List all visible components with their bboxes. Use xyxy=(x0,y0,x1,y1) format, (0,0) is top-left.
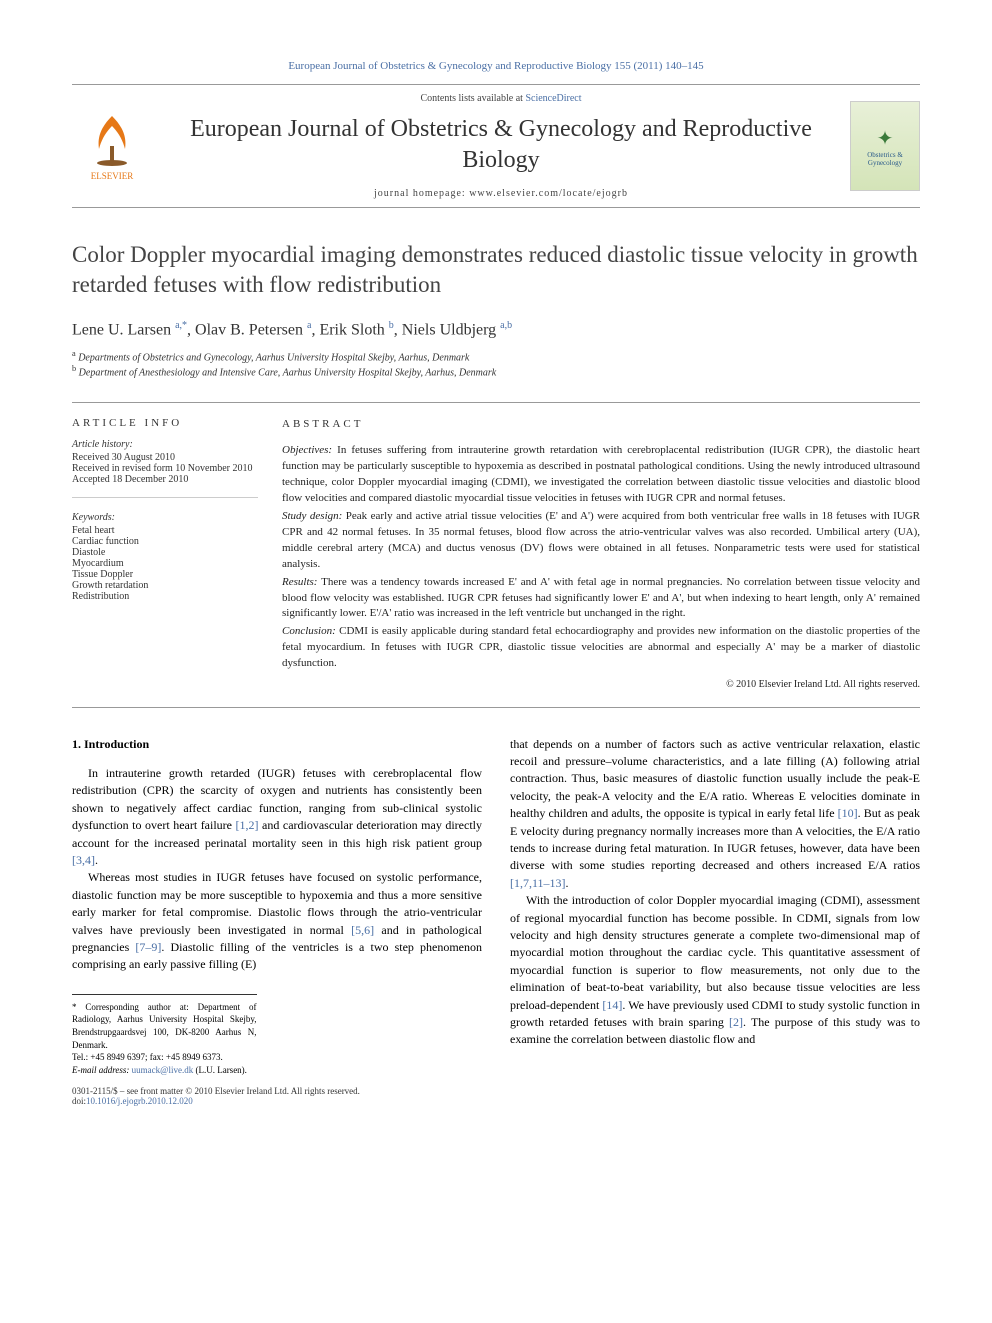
design-label: Study design: xyxy=(282,510,342,522)
affiliation-line: b Department of Anesthesiology and Inten… xyxy=(72,364,920,378)
journal-name: European Journal of Obstetrics & Gynecol… xyxy=(152,114,850,176)
article-info-sidebar: ARTICLE INFO Article history: Received 3… xyxy=(72,417,282,693)
objectives-label: Objectives: xyxy=(282,444,332,456)
keyword-line: Tissue Doppler xyxy=(72,569,258,580)
history-label: Article history: xyxy=(72,439,258,450)
abstract-heading: ABSTRACT xyxy=(282,417,920,433)
history-line: Received 30 August 2010 xyxy=(72,452,258,463)
elsevier-tree-icon xyxy=(87,111,137,171)
keyword-line: Cardiac function xyxy=(72,536,258,547)
body-paragraph: With the introduction of color Doppler m… xyxy=(510,892,920,1049)
conclusion-label: Conclusion: xyxy=(282,625,336,637)
journal-citation: European Journal of Obstetrics & Gynecol… xyxy=(72,60,920,72)
keywords-label: Keywords: xyxy=(72,512,258,523)
results-label: Results: xyxy=(282,576,317,588)
history-line: Received in revised form 10 November 201… xyxy=(72,463,258,474)
affiliation-line: a Departments of Obstetrics and Gynecolo… xyxy=(72,349,920,363)
elsevier-logo: ELSEVIER xyxy=(72,101,152,191)
affiliations: a Departments of Obstetrics and Gynecolo… xyxy=(72,349,920,378)
column-right: that depends on a number of factors such… xyxy=(510,736,920,1077)
doi-link[interactable]: 10.1016/j.ejogrb.2010.12.020 xyxy=(86,1096,193,1106)
keyword-line: Fetal heart xyxy=(72,525,258,536)
article-info-heading: ARTICLE INFO xyxy=(72,417,258,429)
journal-header-box: ELSEVIER Contents lists available at Sci… xyxy=(72,84,920,208)
body-paragraph: Whereas most studies in IUGR fetuses hav… xyxy=(72,869,482,973)
keyword-line: Growth retardation xyxy=(72,580,258,591)
history-line: Accepted 18 December 2010 xyxy=(72,474,258,485)
article-title: Color Doppler myocardial imaging demonst… xyxy=(72,240,920,300)
design-text: Peak early and active atrial tissue velo… xyxy=(282,510,920,570)
journal-cover-thumbnail: ✦ Obstetrics & Gynecology xyxy=(850,101,920,191)
journal-homepage: journal homepage: www.elsevier.com/locat… xyxy=(152,188,850,199)
objectives-text: In fetuses suffering from intrauterine g… xyxy=(282,444,920,504)
contents-available: Contents lists available at ScienceDirec… xyxy=(152,93,850,104)
sciencedirect-link[interactable]: ScienceDirect xyxy=(525,93,581,104)
conclusion-text: CDMI is easily applicable during standar… xyxy=(282,625,920,669)
abstract-copyright: © 2010 Elsevier Ireland Ltd. All rights … xyxy=(282,678,920,693)
body-text: 1. Introduction In intrauterine growth r… xyxy=(72,736,920,1077)
column-left: 1. Introduction In intrauterine growth r… xyxy=(72,736,482,1077)
abstract: ABSTRACT Objectives: In fetuses sufferin… xyxy=(282,417,920,693)
keyword-line: Diastole xyxy=(72,547,258,558)
keyword-line: Myocardium xyxy=(72,558,258,569)
authors: Lene U. Larsen a,*, Olav B. Petersen a, … xyxy=(72,320,920,339)
results-text: There was a tendency towards increased E… xyxy=(282,576,920,620)
corresponding-email-link[interactable]: uumack@live.dk xyxy=(132,1065,194,1075)
body-paragraph: In intrauterine growth retarded (IUGR) f… xyxy=(72,765,482,869)
corresponding-author: * Corresponding author at: Department of… xyxy=(72,994,257,1077)
footer-copyright: 0301-2115/$ – see front matter © 2010 El… xyxy=(72,1086,920,1106)
keyword-line: Redistribution xyxy=(72,591,258,602)
body-paragraph: that depends on a number of factors such… xyxy=(510,736,920,893)
introduction-heading: 1. Introduction xyxy=(72,736,482,753)
